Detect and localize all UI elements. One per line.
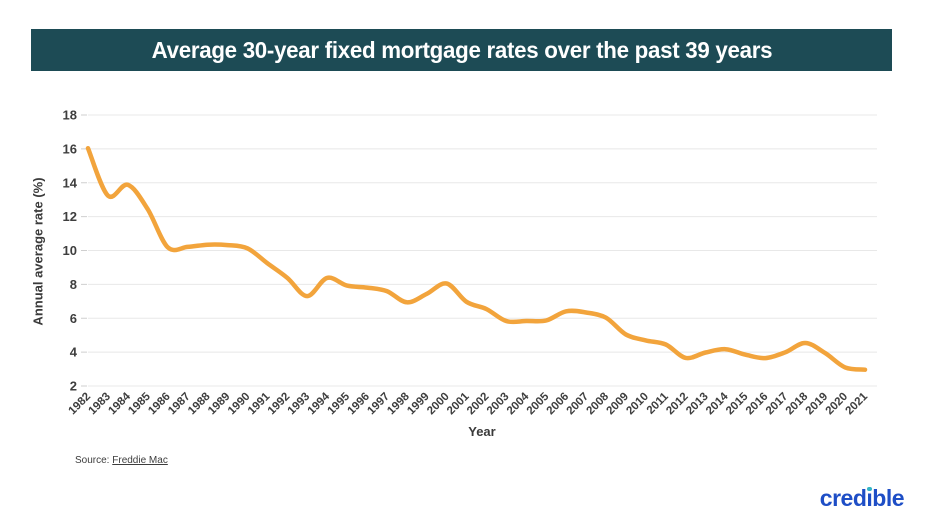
- x-tick-label: 1997: [365, 391, 392, 418]
- x-tick-label: 2017: [764, 391, 791, 418]
- x-axis-title: Year: [468, 424, 496, 439]
- y-tick-label: 14: [63, 175, 78, 190]
- x-tick-label: 1982: [67, 391, 94, 418]
- x-tick-label: 2001: [445, 390, 472, 417]
- x-tick-label: 2015: [724, 390, 751, 417]
- y-tick-label: 18: [63, 108, 77, 123]
- x-tick-label: 2003: [485, 391, 512, 418]
- x-tick-label: 1985: [126, 390, 153, 417]
- logo-text-post: ble: [872, 485, 904, 511]
- x-tick-label: 1994: [306, 390, 333, 417]
- x-tick-label: 2019: [804, 391, 831, 418]
- x-tick-label: 1995: [326, 390, 353, 417]
- y-tick-label: 16: [63, 141, 77, 156]
- x-tick-label: 1988: [186, 390, 213, 417]
- x-tick-label: 1992: [266, 391, 293, 418]
- credible-logo: credıble: [819, 485, 905, 512]
- page-title: Average 30-year fixed mortgage rates ove…: [151, 36, 772, 63]
- x-tick-label: 2002: [465, 391, 492, 418]
- y-tick-label: 10: [63, 243, 77, 258]
- y-tick-label: 2: [70, 379, 77, 394]
- x-tick-label: 1996: [345, 391, 372, 418]
- x-tick-label: 2012: [664, 391, 691, 418]
- x-tick-label: 1990: [226, 391, 253, 418]
- source-link[interactable]: Freddie Mac: [112, 455, 168, 466]
- x-tick-label: 1986: [146, 391, 173, 418]
- x-tick-label: 2020: [824, 391, 851, 418]
- x-tick-label: 1984: [106, 390, 133, 417]
- x-tick-label: 2010: [624, 391, 651, 418]
- mortgage-rate-line: [85, 145, 868, 372]
- x-tick-label: 2008: [585, 390, 612, 417]
- x-tick-label: 1987: [166, 391, 193, 418]
- x-tick-label: 1993: [286, 391, 313, 418]
- y-axis-title: Annual average rate (%): [30, 177, 46, 326]
- x-tick-label: 1983: [86, 391, 113, 418]
- logo-text-pre: cred: [819, 485, 867, 511]
- x-tick-label: 2007: [565, 391, 592, 418]
- y-tick-label: 12: [63, 209, 77, 224]
- y-tick-label: 6: [70, 311, 77, 326]
- x-tick-label: 2000: [425, 391, 452, 418]
- x-tick-label: 2009: [604, 391, 631, 418]
- x-tick-label: 1998: [385, 390, 412, 417]
- logo-i-dot: ı: [866, 485, 873, 511]
- title-banner: Average 30-year fixed mortgage rates ove…: [31, 29, 892, 71]
- x-tick-label: 2006: [545, 391, 572, 418]
- x-tick-label: 2013: [684, 391, 711, 418]
- x-tick-label: 2014: [704, 390, 731, 417]
- y-tick-label: 8: [70, 277, 77, 292]
- source-line: Source: Freddie Mac: [75, 455, 168, 466]
- x-tick-label: 2021: [844, 390, 871, 417]
- x-tick-label: 2016: [744, 391, 771, 418]
- source-label: Source:: [75, 455, 110, 466]
- y-tick-label: 4: [70, 345, 78, 360]
- x-tick-label: 1999: [405, 391, 432, 418]
- x-tick-label: 1989: [206, 391, 233, 418]
